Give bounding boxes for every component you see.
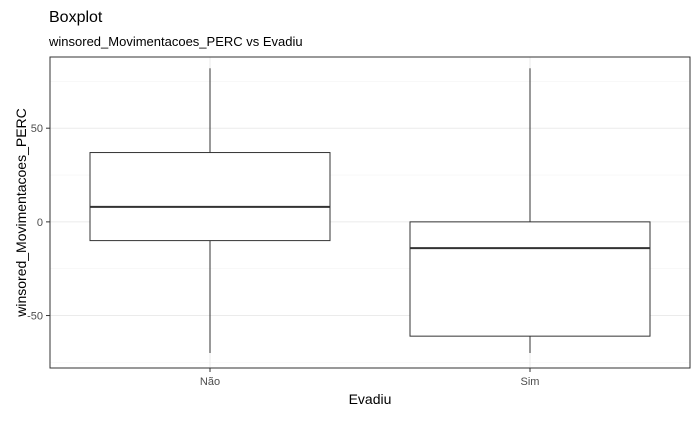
boxes: [89, 68, 651, 354]
y-tick-label: -50: [27, 311, 43, 323]
y-tick-label: 0: [37, 217, 43, 229]
chart-subtitle: winsored_Movimentacoes_PERC vs Evadiu: [48, 34, 303, 49]
iqr-box: [89, 152, 331, 242]
box-2: [409, 68, 651, 354]
plot-panel: [49, 56, 691, 369]
iqr-box: [409, 221, 651, 337]
x-tick-label: Não: [200, 376, 220, 388]
x-axis-title: Evadiu: [349, 391, 392, 407]
x-tick-label: Sim: [521, 376, 540, 388]
chart-title: Boxplot: [49, 9, 103, 26]
box-1: [89, 68, 331, 354]
axes: -50 0 50 Não Sim: [27, 123, 539, 388]
y-axis-title: winsored_Movimentacoes_PERC: [13, 108, 29, 318]
y-tick-label: 50: [31, 123, 43, 135]
